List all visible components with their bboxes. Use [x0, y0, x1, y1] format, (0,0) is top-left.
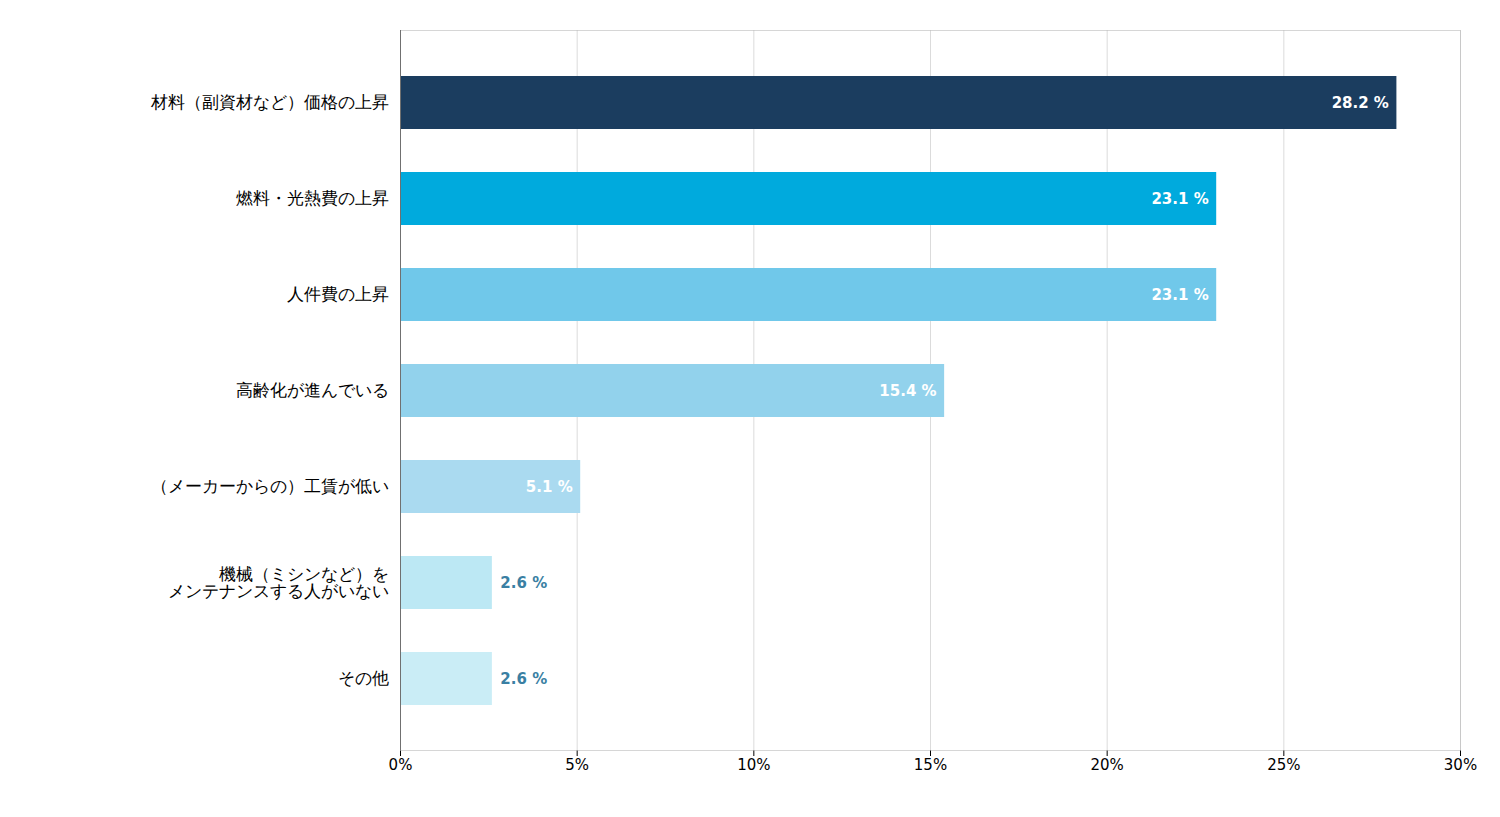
- svg-text:機械（ミシンなど）をメンテナンスする人がいない: 機械（ミシンなど）をメンテナンスする人がいない: [168, 564, 389, 601]
- svg-text:2.6 %: 2.6 %: [500, 670, 547, 688]
- svg-text:15%: 15%: [914, 756, 947, 774]
- svg-text:材料（副資材など）価格の上昇: 材料（副資材など）価格の上昇: [150, 92, 389, 112]
- svg-text:20%: 20%: [1090, 756, 1123, 774]
- svg-text:5.1 %: 5.1 %: [526, 478, 573, 496]
- svg-text:燃料・光熱費の上昇: 燃料・光熱費の上昇: [236, 188, 389, 208]
- svg-text:30%: 30%: [1444, 756, 1477, 774]
- svg-text:25%: 25%: [1267, 756, 1300, 774]
- svg-text:2.6 %: 2.6 %: [500, 574, 547, 592]
- svg-text:高齢化が進んでいる: 高齢化が進んでいる: [236, 380, 389, 400]
- svg-text:15.4 %: 15.4 %: [879, 382, 936, 400]
- svg-text:23.1 %: 23.1 %: [1151, 190, 1208, 208]
- svg-text:23.1 %: 23.1 %: [1151, 286, 1208, 304]
- svg-text:10%: 10%: [737, 756, 770, 774]
- svg-text:0%: 0%: [389, 756, 413, 774]
- svg-text:28.2 %: 28.2 %: [1332, 94, 1389, 112]
- svg-text:人件費の上昇: 人件費の上昇: [287, 284, 389, 304]
- svg-text:5%: 5%: [565, 756, 589, 774]
- svg-text:（メーカーからの）工賃が低い: （メーカーからの）工賃が低い: [151, 476, 389, 496]
- svg-text:その他: その他: [338, 668, 389, 688]
